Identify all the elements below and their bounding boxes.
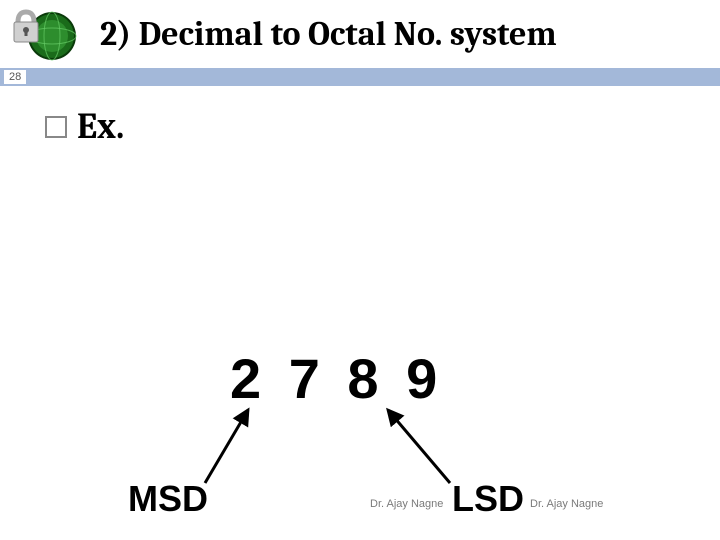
page-bar: 28 <box>0 68 720 86</box>
slide-title: 2) Decimal to Octal No. system <box>90 14 557 54</box>
msd-label: MSD <box>128 478 208 520</box>
footer-author-1: Dr. Ajay Nagne <box>370 498 443 510</box>
example-label: Ex. <box>77 106 124 147</box>
number-digits: 2 7 8 9 <box>230 346 443 411</box>
footer-author-2: Dr. Ajay Nagne <box>530 498 603 510</box>
bullet-square-icon <box>45 116 67 138</box>
page-number: 28 <box>4 70 26 84</box>
msd-arrow-icon <box>0 86 720 540</box>
slide-body: Ex. 2 7 8 9 MSD LSD Dr. Ajay Nagne Dr. A… <box>0 86 720 540</box>
lsd-label: LSD <box>452 478 524 520</box>
example-line: Ex. <box>45 106 124 147</box>
slide-header: 2) Decimal to Octal No. system <box>0 0 720 68</box>
lsd-arrow-icon <box>0 86 720 540</box>
logo <box>0 0 90 68</box>
